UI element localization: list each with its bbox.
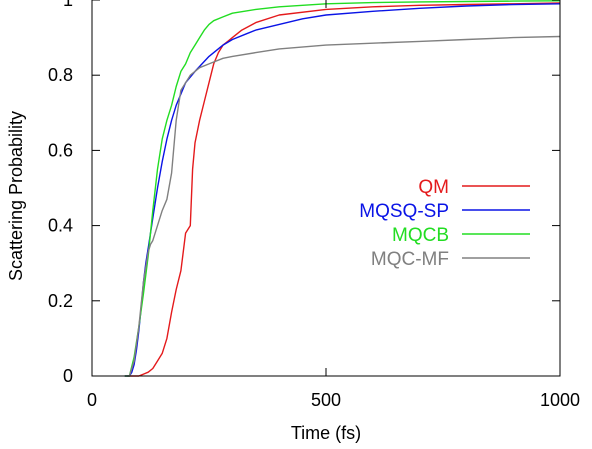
series-line-mqc-mf <box>124 35 561 377</box>
y-tick-label: 1 <box>63 0 73 10</box>
legend-label-mqsq-sp: MQSQ-SP <box>359 201 449 222</box>
series-line-mqcb <box>124 0 561 377</box>
y-tick-label: 0.6 <box>48 140 73 160</box>
y-axis-label: Scattering Probability <box>6 111 26 281</box>
series-line-qm <box>127 2 561 377</box>
series-layer <box>124 0 561 377</box>
x-tick-label: 1000 <box>540 390 580 410</box>
legend-label-qm: QM <box>418 177 449 198</box>
ticks-layer: 0 500 1000 0 0.2 0.4 0.6 0.8 1 <box>48 0 580 410</box>
y-tick-label: 0.2 <box>48 291 73 311</box>
y-tick-label: 0 <box>63 366 73 386</box>
legend-label-mqc-mf: MQC-MF <box>371 249 449 270</box>
y-tick-label: 0.8 <box>48 65 73 85</box>
x-axis-label: Time (fs) <box>291 423 361 443</box>
x-tick-label: 500 <box>311 390 341 410</box>
plot-frame <box>91 0 561 377</box>
legend-label-mqcb: MQCB <box>392 225 449 246</box>
y-tick-label: 0.4 <box>48 216 73 236</box>
series-line-mqsq-sp <box>124 3 561 377</box>
x-tick-label: 0 <box>87 390 97 410</box>
legend: QM MQSQ-SP MQCB MQC-MF <box>359 177 530 270</box>
